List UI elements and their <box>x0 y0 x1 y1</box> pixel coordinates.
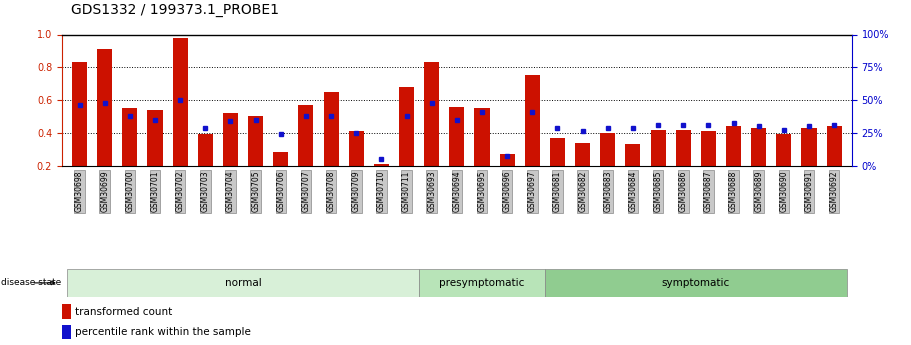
Text: GSM30698: GSM30698 <box>75 171 84 212</box>
Bar <box>323 92 339 166</box>
Text: transformed count: transformed count <box>75 307 172 317</box>
Bar <box>676 130 691 166</box>
Bar <box>776 135 792 166</box>
Text: GSM30692: GSM30692 <box>830 171 839 212</box>
Bar <box>499 154 515 166</box>
Text: GSM30684: GSM30684 <box>629 171 638 212</box>
Text: GSM30708: GSM30708 <box>327 171 335 212</box>
Text: symptomatic: symptomatic <box>661 278 730 288</box>
Bar <box>248 117 263 166</box>
Bar <box>475 108 489 166</box>
Text: GSM30688: GSM30688 <box>729 171 738 212</box>
Text: GSM30689: GSM30689 <box>754 171 763 212</box>
Text: GSM30697: GSM30697 <box>527 171 537 213</box>
Text: GSM30683: GSM30683 <box>603 171 612 212</box>
Text: GSM30695: GSM30695 <box>477 171 486 213</box>
Text: GSM30703: GSM30703 <box>200 171 210 213</box>
Bar <box>802 128 816 166</box>
Text: GSM30694: GSM30694 <box>453 171 461 213</box>
Bar <box>72 62 87 166</box>
Bar <box>826 126 842 166</box>
Text: GSM30690: GSM30690 <box>780 171 788 213</box>
Bar <box>701 131 716 166</box>
Text: GSM30691: GSM30691 <box>804 171 814 212</box>
Bar <box>752 128 766 166</box>
Text: GSM30700: GSM30700 <box>126 171 134 213</box>
Bar <box>273 152 289 166</box>
Bar <box>650 130 666 166</box>
Bar <box>172 38 188 166</box>
Text: GSM30710: GSM30710 <box>377 171 386 212</box>
Bar <box>600 133 615 166</box>
Bar <box>62 325 71 339</box>
Bar <box>575 143 590 166</box>
Bar <box>449 107 465 166</box>
Bar <box>550 138 565 166</box>
FancyBboxPatch shape <box>67 269 419 297</box>
Text: GSM30706: GSM30706 <box>276 171 285 213</box>
Bar <box>198 135 213 166</box>
Bar <box>299 105 313 166</box>
Text: presymptomatic: presymptomatic <box>439 278 525 288</box>
Text: GSM30685: GSM30685 <box>653 171 662 212</box>
Text: GSM30682: GSM30682 <box>578 171 587 212</box>
Text: GDS1332 / 199373.1_PROBE1: GDS1332 / 199373.1_PROBE1 <box>71 3 279 17</box>
Bar <box>62 304 71 319</box>
Text: GSM30686: GSM30686 <box>679 171 688 212</box>
Bar <box>625 144 640 166</box>
Text: GSM30707: GSM30707 <box>302 171 311 213</box>
Text: GSM30696: GSM30696 <box>503 171 512 213</box>
Bar <box>374 164 389 166</box>
Text: GSM30709: GSM30709 <box>352 171 361 213</box>
Text: disease state: disease state <box>1 278 61 287</box>
Text: GSM30681: GSM30681 <box>553 171 562 212</box>
Text: normal: normal <box>225 278 261 288</box>
Bar <box>525 76 540 166</box>
Bar <box>425 62 439 166</box>
Bar <box>726 126 742 166</box>
Text: GSM30702: GSM30702 <box>176 171 185 212</box>
Text: GSM30693: GSM30693 <box>427 171 436 213</box>
Bar <box>223 113 238 166</box>
FancyBboxPatch shape <box>419 269 545 297</box>
Bar <box>97 49 112 166</box>
Text: GSM30687: GSM30687 <box>704 171 713 212</box>
Bar <box>399 87 415 166</box>
Bar <box>349 131 363 166</box>
FancyBboxPatch shape <box>545 269 846 297</box>
Bar <box>148 110 162 166</box>
Text: percentile rank within the sample: percentile rank within the sample <box>75 327 251 337</box>
Bar <box>122 108 138 166</box>
Text: GSM30699: GSM30699 <box>100 171 109 213</box>
Text: GSM30705: GSM30705 <box>251 171 261 213</box>
Text: GSM30704: GSM30704 <box>226 171 235 213</box>
Text: GSM30701: GSM30701 <box>150 171 159 212</box>
Text: GSM30711: GSM30711 <box>402 171 411 212</box>
